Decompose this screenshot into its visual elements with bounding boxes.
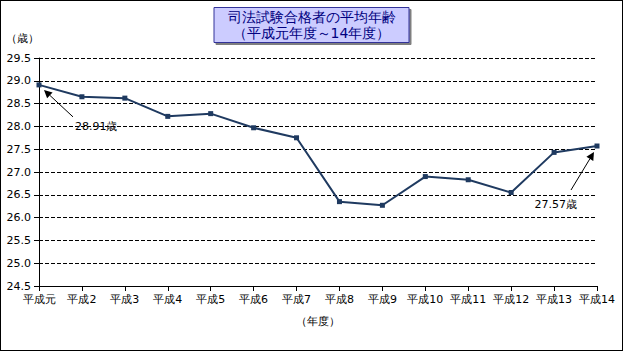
svg-text:平成8: 平成8 [325, 293, 354, 306]
svg-text:24.5: 24.5 [7, 280, 32, 293]
svg-text:平成3: 平成3 [110, 293, 139, 306]
svg-text:（平成元年度～14年度）: （平成元年度～14年度） [233, 25, 391, 41]
svg-text:28.5: 28.5 [7, 97, 32, 110]
svg-text:平成13: 平成13 [536, 293, 572, 306]
svg-text:（歳）: （歳） [6, 32, 39, 45]
svg-text:27.0: 27.0 [7, 166, 32, 179]
svg-text:26.5: 26.5 [7, 188, 32, 201]
svg-text:平成2: 平成2 [67, 293, 96, 306]
svg-text:平成10: 平成10 [407, 293, 443, 306]
svg-text:平成5: 平成5 [196, 293, 225, 306]
svg-text:29.5: 29.5 [7, 52, 32, 65]
svg-text:平成7: 平成7 [282, 293, 311, 306]
svg-text:26.0: 26.0 [7, 211, 32, 224]
svg-text:25.0: 25.0 [7, 257, 32, 270]
svg-text:平成12: 平成12 [493, 293, 529, 306]
svg-text:27.5: 27.5 [7, 143, 32, 156]
svg-text:平成元: 平成元 [23, 293, 56, 306]
svg-text:28.0: 28.0 [7, 120, 32, 133]
svg-text:平成4: 平成4 [153, 293, 182, 306]
svg-text:平成6: 平成6 [239, 293, 268, 306]
svg-text:司法試験合格者の平均年齢: 司法試験合格者の平均年齢 [228, 9, 396, 25]
svg-text:25.5: 25.5 [7, 234, 32, 247]
svg-text:平成14: 平成14 [579, 293, 615, 306]
svg-text:平成9: 平成9 [368, 293, 397, 306]
svg-text:（年度）: （年度） [296, 315, 340, 328]
svg-text:27.57歳: 27.57歳 [535, 198, 578, 211]
svg-text:29.0: 29.0 [7, 74, 32, 87]
svg-text:平成11: 平成11 [450, 293, 486, 306]
svg-text:28.91歳: 28.91歳 [75, 120, 118, 133]
